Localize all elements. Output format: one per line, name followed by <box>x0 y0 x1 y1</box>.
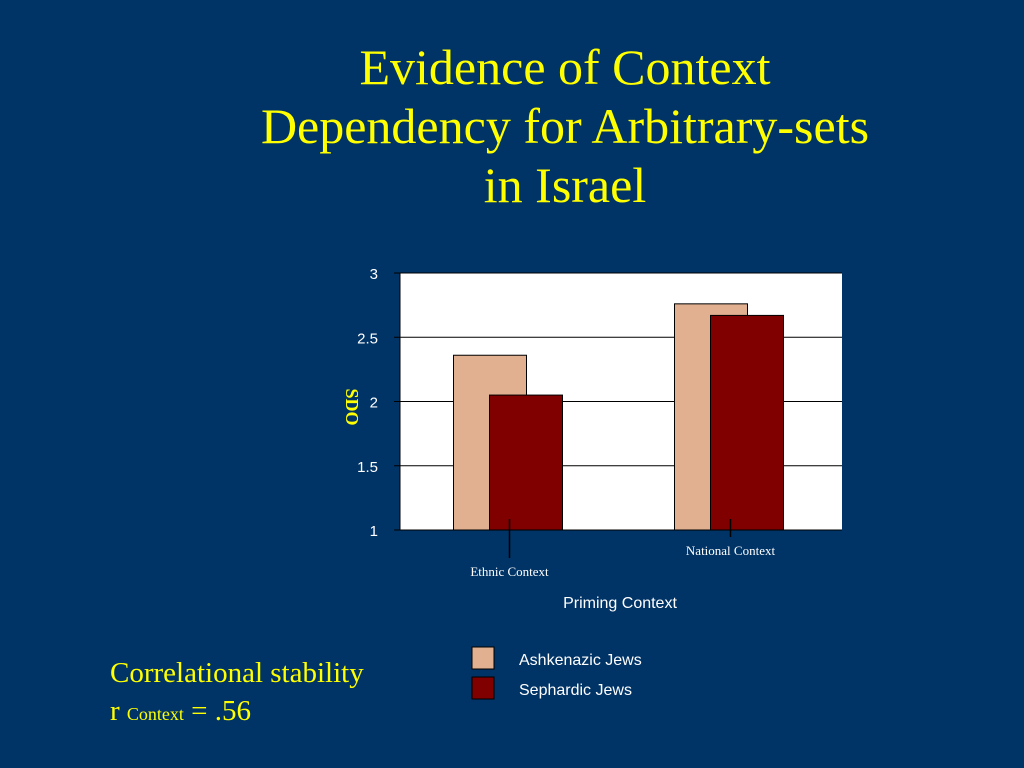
title-line-2: Dependency for Arbitrary-sets <box>260 98 870 154</box>
y-tick-label: 2 <box>370 395 378 412</box>
y-tick-label: 3 <box>370 266 378 283</box>
r-label: r <box>110 695 120 727</box>
title-line-3: in Israel <box>483 157 647 213</box>
y-axis-title: SDO <box>342 388 362 425</box>
r-subscript: Context <box>126 704 184 724</box>
legend-swatch <box>471 646 495 670</box>
slide-title: Evidence of Context Dependency for Arbit… <box>150 38 980 215</box>
y-tick-label: 1 <box>370 523 378 540</box>
y-tick-label: 2.5 <box>357 330 378 347</box>
note-line-2: r Context = .56 <box>110 692 364 733</box>
bar <box>489 394 563 531</box>
legend-swatch <box>471 676 495 700</box>
x-category-label: Ethnic Context <box>470 564 549 579</box>
note-line-1: Correlational stability <box>110 657 364 689</box>
x-category-label: National Context <box>686 543 776 558</box>
bar <box>710 314 784 531</box>
r-value: = .56 <box>191 695 252 727</box>
x-axis-title: Priming Context <box>563 595 677 612</box>
title-line-1: Evidence of Context <box>359 39 771 95</box>
legend-label: Ashkenazic Jews <box>519 652 642 669</box>
correlation-note: Correlational stability r Context = .56 <box>110 654 364 733</box>
y-tick-label: 1.5 <box>357 459 378 476</box>
legend-label: Sephardic Jews <box>519 682 632 699</box>
